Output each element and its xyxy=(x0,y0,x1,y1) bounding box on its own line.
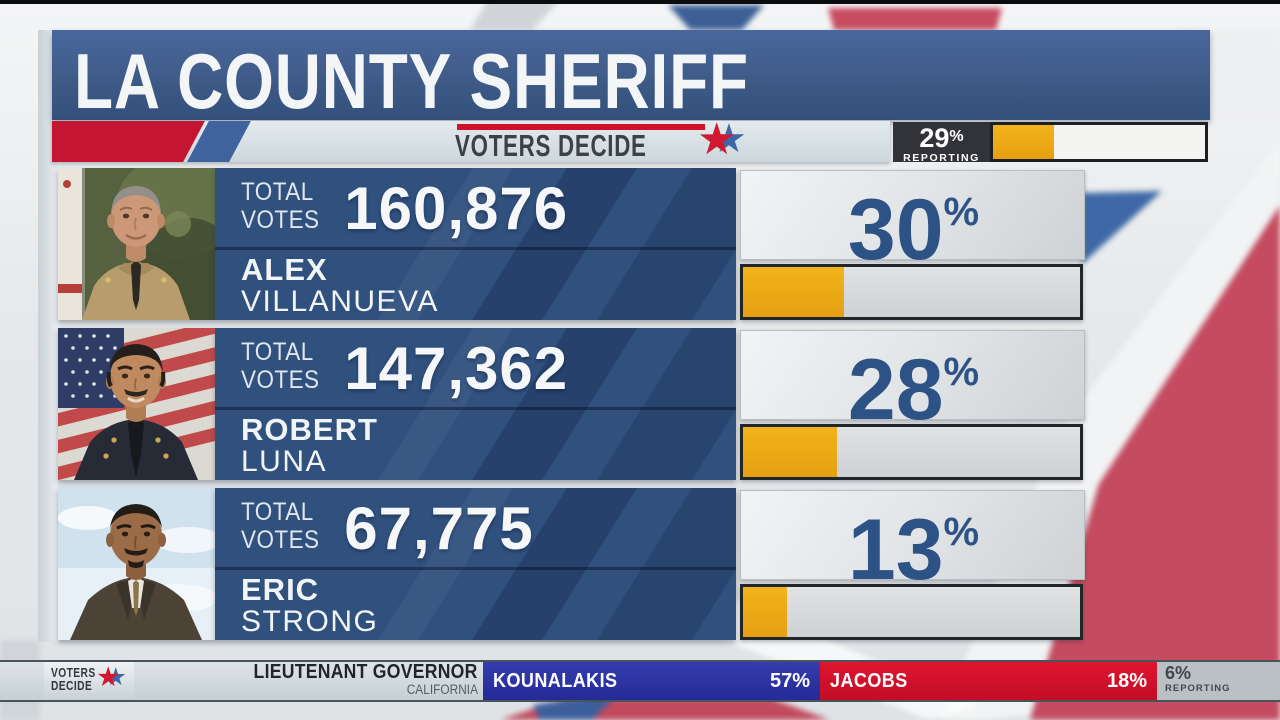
total-votes-label-line1: TOTAL xyxy=(241,498,314,526)
candidate-info-panel: TOTAL VOTES 67,775 ERIC STRONG xyxy=(215,488,736,640)
total-votes-value: 147,362 xyxy=(344,335,569,402)
percent-sign: % xyxy=(943,190,980,234)
percent-value: 13 xyxy=(847,502,944,598)
voters-decide-star-icon: ★ ★ xyxy=(697,121,747,162)
candidate-row: TOTAL VOTES 160,876 ALEX VILLANUEVA 30% xyxy=(58,168,1085,320)
ticker-candidate-name: KOUNALAKIS xyxy=(493,669,618,692)
red-stripe xyxy=(52,121,205,162)
candidate-info-panel: TOTAL VOTES 147,362 ROBERT LUNA xyxy=(215,328,736,480)
candidate-row: TOTAL VOTES 147,362 ROBERT LUNA 28% xyxy=(58,328,1085,480)
logo-star-icon: ★ ★ xyxy=(96,661,127,693)
banner-red-bar xyxy=(457,124,705,130)
ticker-result-jacobs: JACOBS 18% xyxy=(820,662,1157,700)
voters-decide-logo: VOTERS DECIDE ★ ★ xyxy=(44,662,134,700)
percent-bar-fill xyxy=(743,587,787,637)
percent-bar-fill xyxy=(743,267,845,317)
percent-box: 28% xyxy=(740,330,1085,433)
race-header: LA COUNTY SHERIFF xyxy=(52,30,1210,125)
reporting-box: 29% REPORTING xyxy=(893,122,990,164)
percent-bar xyxy=(740,264,1083,320)
logo-line1: VOTERS xyxy=(51,666,96,680)
percent-sign: % xyxy=(943,350,980,394)
reporting-progress-bar xyxy=(990,122,1208,162)
reporting-progress-fill xyxy=(993,125,1055,159)
ticker-candidate-name: JACOBS xyxy=(830,669,908,692)
percent-box: 30% xyxy=(740,170,1085,273)
ticker-candidate-percent: 57% xyxy=(769,669,810,692)
banner-label: VOTERS DECIDE xyxy=(455,128,647,162)
bottom-ticker: VOTERS DECIDE ★ ★ LIEUTENANT GOVERNOR CA… xyxy=(0,660,1280,702)
candidate-first-name: ROBERT xyxy=(241,412,378,447)
candidate-info-panel: TOTAL VOTES 160,876 ALEX VILLANUEVA xyxy=(215,168,736,320)
candidate-last-name: VILLANUEVA xyxy=(241,285,439,318)
candidate-photo-villanueva xyxy=(58,168,215,320)
total-votes-label-line1: TOTAL xyxy=(241,338,314,366)
percent-bar xyxy=(740,584,1083,640)
percent-box: 13% xyxy=(740,490,1085,593)
total-votes-label-line2: VOTES xyxy=(241,366,320,394)
reporting-percent-sign: % xyxy=(949,128,964,145)
candidate-last-name: STRONG xyxy=(241,605,379,638)
total-votes-value: 67,775 xyxy=(344,495,534,562)
percent-value: 30 xyxy=(847,182,944,278)
ticker-candidate-percent: 18% xyxy=(1106,669,1147,692)
percent-value: 28 xyxy=(847,342,944,438)
panel-divider xyxy=(215,247,736,250)
candidate-row: TOTAL VOTES 67,775 ERIC STRONG 13% xyxy=(58,488,1085,640)
total-votes-label-line2: VOTES xyxy=(241,206,320,234)
ticker-race-heading: LIEUTENANT GOVERNOR CALIFORNIA xyxy=(150,662,478,700)
total-votes-value: 160,876 xyxy=(344,175,569,242)
panel-divider xyxy=(215,407,736,410)
left-frame-strip xyxy=(38,30,58,642)
candidate-first-name: ERIC xyxy=(241,572,320,607)
percent-bar-fill xyxy=(743,427,838,477)
percent-bar xyxy=(740,424,1083,480)
race-title: LA COUNTY SHERIFF xyxy=(74,37,749,125)
top-edge-line xyxy=(0,0,1280,4)
ticker-race-title: LIEUTENANT GOVERNOR xyxy=(253,661,478,683)
ticker-result-kounalakis: KOUNALAKIS 57% xyxy=(483,662,820,700)
ticker-reporting-percent: 6% xyxy=(1165,663,1192,683)
voters-decide-banner: VOTERS DECIDE ★ ★ xyxy=(52,121,890,162)
candidate-photo-luna xyxy=(58,328,215,480)
panel-divider xyxy=(215,567,736,570)
ticker-reporting: 6% REPORTING xyxy=(1157,662,1280,700)
percent-sign: % xyxy=(943,510,980,554)
candidate-last-name: LUNA xyxy=(241,445,328,478)
total-votes-label-line2: VOTES xyxy=(241,526,320,554)
reporting-percent: 29 xyxy=(919,123,950,153)
candidate-first-name: ALEX xyxy=(241,252,328,287)
ticker-race-subtitle: CALIFORNIA xyxy=(406,682,478,697)
total-votes-label-line1: TOTAL xyxy=(241,178,314,206)
reporting-label: REPORTING xyxy=(903,152,980,164)
logo-line2: DECIDE xyxy=(51,679,93,693)
candidate-photo-strong xyxy=(58,488,215,640)
ticker-reporting-label: REPORTING xyxy=(1165,683,1231,694)
